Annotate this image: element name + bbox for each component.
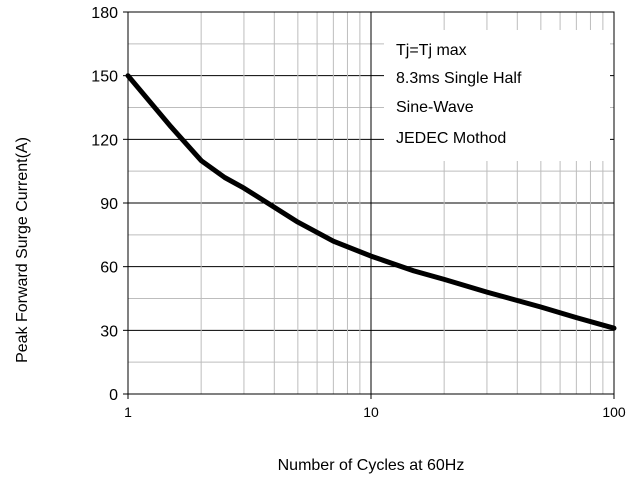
y-tick-label: 90	[100, 196, 118, 213]
y-axis-ticks: 0 30 60 90 120 150 180	[91, 5, 128, 404]
x-tick-label: 100	[602, 404, 626, 420]
y-tick-label: 0	[109, 387, 118, 404]
x-tick-label: 10	[363, 404, 379, 420]
y-tick-label: 180	[91, 5, 118, 22]
y-tick-label: 120	[91, 132, 118, 149]
x-tick-label: 1	[124, 404, 132, 420]
annotation-line-3: Sine-Wave	[396, 99, 474, 116]
y-tick-label: 60	[100, 260, 118, 277]
surge-current-curve	[125, 73, 617, 331]
y-tick-label: 30	[100, 323, 118, 340]
annotation-line-4: JEDEC Mothod	[396, 130, 506, 147]
y-axis-label: Peak Forward Surge Current(A)	[14, 137, 31, 363]
annotation: Tj=Tj max 8.3ms Single Half Sine-Wave JE…	[396, 42, 522, 147]
legend-background	[384, 30, 610, 161]
annotation-line-1: Tj=Tj max	[396, 42, 467, 59]
annotation-line-2: 8.3ms Single Half	[396, 70, 522, 87]
y-tick-label: 150	[91, 69, 118, 86]
x-axis-label: Number of Cycles at 60Hz	[278, 457, 465, 474]
x-axis-ticks: 1 10 100	[124, 394, 626, 420]
